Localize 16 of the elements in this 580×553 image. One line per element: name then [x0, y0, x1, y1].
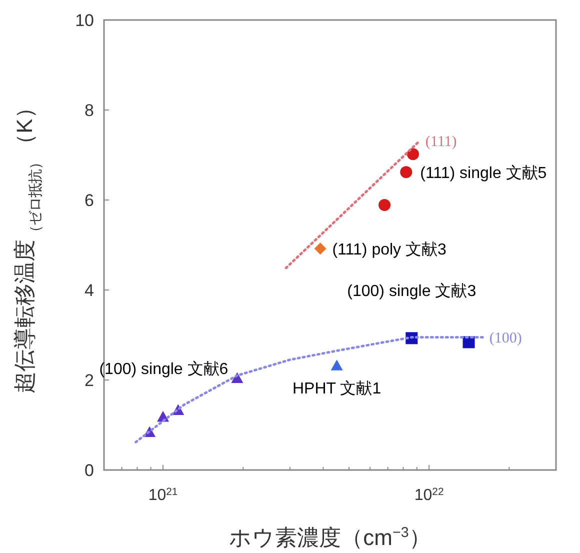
y-tick-label: 10 — [75, 11, 94, 30]
x-tick-label: 10$^{22}$ — [414, 486, 444, 504]
series-label: (111) poly 文献3 — [332, 240, 446, 259]
text: (100) single 文献3 — [347, 282, 476, 300]
x-tick-label: 10$^{21}$ — [148, 486, 178, 504]
series-label: (100) — [489, 330, 522, 346]
y-tick-label: 0 — [84, 461, 94, 480]
y-tick-label: 2 — [84, 371, 94, 390]
y-tick-label: 6 — [84, 191, 94, 210]
series-label: (111) — [425, 134, 457, 150]
y-tick-label: 4 — [84, 281, 94, 300]
series-label: (100) single 文献6 — [99, 360, 228, 378]
series-label: (111) single 文献5 — [420, 164, 547, 182]
series-label: HPHT 文献1 — [292, 380, 382, 398]
y-tick-label: 8 — [84, 101, 94, 120]
x-axis-title: ホウ素濃度（cm$^{−3}$） — [229, 525, 431, 550]
